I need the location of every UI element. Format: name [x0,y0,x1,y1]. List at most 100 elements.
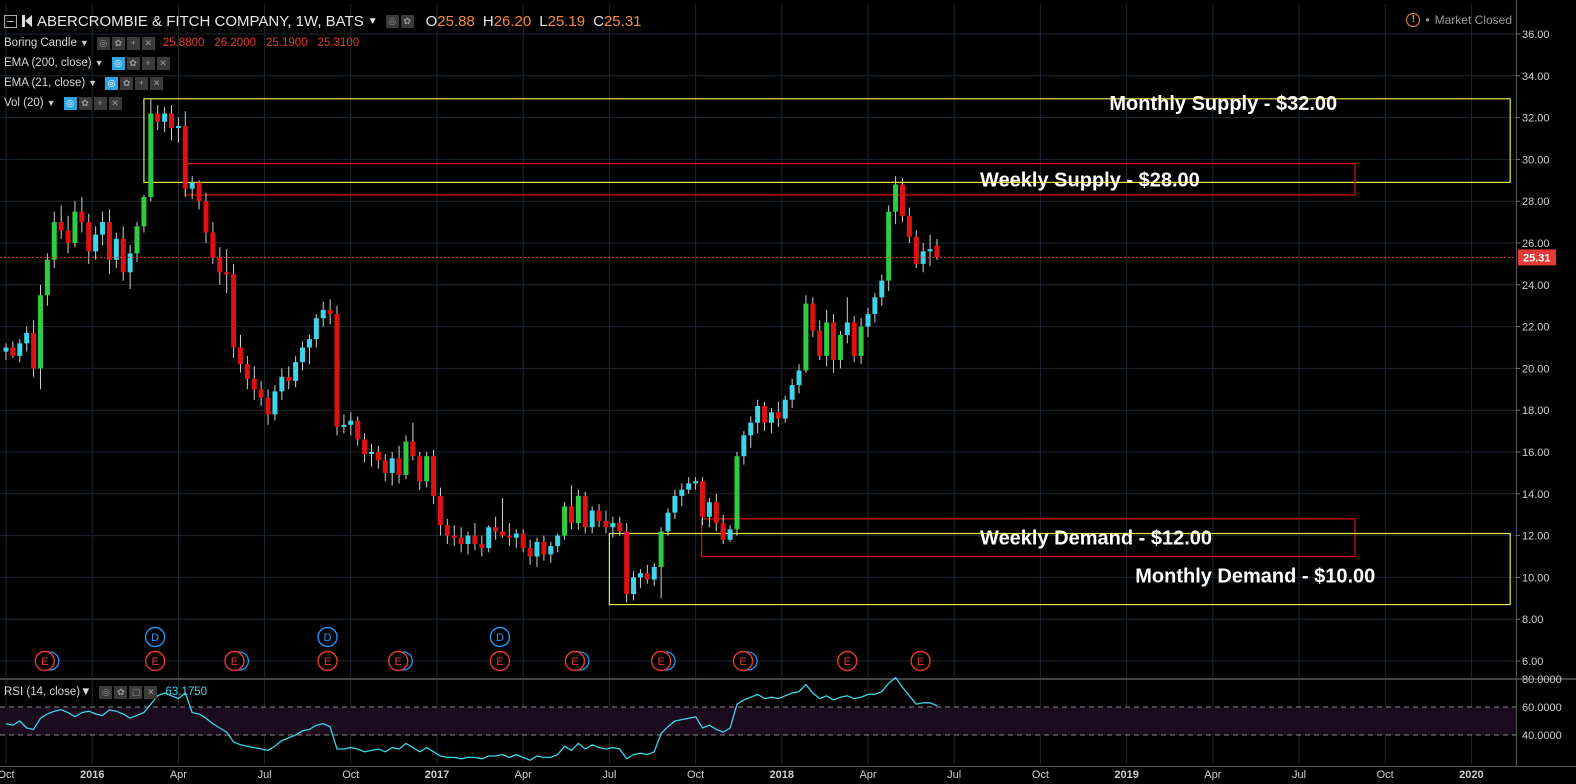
price-tick-label: 24.00 [1522,280,1550,292]
candle-body [831,322,837,361]
candle-body [872,297,878,315]
collapse-icon[interactable] [4,14,17,28]
visibility-icon[interactable]: ◎ [96,36,110,50]
candle-body [113,238,119,260]
lock-icon[interactable]: + [93,96,107,110]
time-tick-label: Oct [687,769,704,781]
visibility-icon[interactable]: ◎ [63,96,77,110]
ohlc-item: O25.88 [426,13,475,30]
candle-body [86,222,92,252]
close-icon[interactable]: ✕ [108,96,122,110]
candle-body [562,506,568,536]
indicator-label[interactable]: EMA (200, close) [4,57,92,69]
time-tick-label: Jul [258,769,272,781]
event-marker-label: E [739,656,746,668]
rsi-tick-label: 60.0000 [1522,702,1562,714]
settings-icon[interactable]: ✿ [114,685,128,699]
candle-body [327,309,333,315]
ohlc-value: 25.88 [437,12,475,30]
time-tick-label: 2020 [1459,769,1483,781]
dividend-marker [144,626,166,648]
settings-icon[interactable]: ✿ [400,14,414,28]
symbol-title[interactable]: ABERCROMBIE & FITCH COMPANY, 1W, BATS [37,12,364,30]
event-marker-label: E [151,656,158,668]
candle-body [65,230,71,243]
candle-body [610,523,616,528]
candle-body [472,535,478,544]
indicator-label[interactable]: Boring Candle [4,37,77,49]
candle-body [548,546,554,555]
candle-body [244,364,250,379]
candle-body [920,251,926,264]
candle-body [10,347,16,356]
warning-icon[interactable]: ! [1406,13,1421,27]
price-tick-label: 34.00 [1522,71,1550,83]
settings-icon[interactable]: ✿ [111,36,125,50]
lock-icon[interactable]: + [135,76,149,90]
indicator-row: Vol (20) ▼ ◎ ✿ + ✕ [4,94,122,112]
chevron-down-icon[interactable]: ▼ [94,58,104,68]
ohlc-value: 26.20 [493,12,532,30]
time-tick-label: Oct [1377,769,1394,781]
visibility-icon[interactable]: ◎ [385,14,399,28]
close-icon[interactable]: ✕ [156,56,170,70]
visibility-icon[interactable]: ◎ [105,76,119,90]
candle-body [672,495,678,513]
rsi-label[interactable]: RSI (14, close) [4,686,81,698]
price-tick-label: 22.00 [1522,322,1550,334]
candle-body [555,535,561,547]
candle-body [100,222,106,235]
price-tick-label: 28.00 [1522,196,1550,208]
symbol-dropdown-icon[interactable]: ▼ [367,15,378,27]
candle-body [693,481,699,484]
indicator-label[interactable]: Vol (20) [4,97,44,109]
close-icon[interactable]: ✕ [141,36,155,50]
settings-icon[interactable]: ✿ [126,56,140,70]
candle-body [120,238,126,273]
candle-body [631,577,637,595]
visibility-icon[interactable]: ◎ [111,56,125,70]
indicator-value: 25.3100 [317,37,360,49]
earnings-marker [144,650,166,672]
settings-icon[interactable]: ✿ [120,76,134,90]
candle-body [651,566,657,580]
candle-body [458,537,464,544]
candle-body [306,339,312,348]
event-marker-label: E [231,656,238,668]
earnings-marker [388,650,409,672]
candle-body [293,362,299,381]
time-tick-label: 2019 [1114,769,1138,781]
close-icon[interactable]: ✕ [144,685,158,699]
candle-body [72,211,78,243]
candle-body [148,113,154,198]
lock-icon[interactable]: ▢ [129,685,143,699]
price-tick-label: 30.00 [1522,154,1550,166]
visibility-icon[interactable]: ◎ [99,685,113,699]
candle-body [451,535,457,538]
event-marker-label: E [657,656,664,668]
close-icon[interactable]: ✕ [150,76,164,90]
chevron-down-icon[interactable]: ▼ [79,38,89,48]
candle-body [31,332,37,369]
lock-icon[interactable]: + [126,36,140,50]
chevron-down-icon[interactable]: ▼ [80,686,92,698]
candle-body [506,535,512,538]
chevron-down-icon[interactable]: ▼ [46,98,56,108]
candle-body [596,510,602,521]
rsi-legend: RSI (14, close) ▼ ◎ ✿ ▢ ✕ 63.1750 [4,683,207,701]
candle-body [582,495,588,528]
zone-label: Weekly Demand - $12.00 [980,528,1212,550]
candle-body [237,347,243,365]
indicator-label[interactable]: EMA (21, close) [4,77,86,89]
chevron-down-icon[interactable]: ▼ [88,78,98,88]
settings-icon[interactable]: ✿ [78,96,92,110]
lock-icon[interactable]: + [141,56,155,70]
zone-label: Monthly Demand - $10.00 [1135,565,1375,587]
candle-body [803,303,809,371]
zone-rect [701,518,1356,558]
candle-body [851,322,857,356]
time-tick-label: 2018 [770,769,794,781]
candle-body [368,452,374,455]
candle-body [189,182,195,189]
